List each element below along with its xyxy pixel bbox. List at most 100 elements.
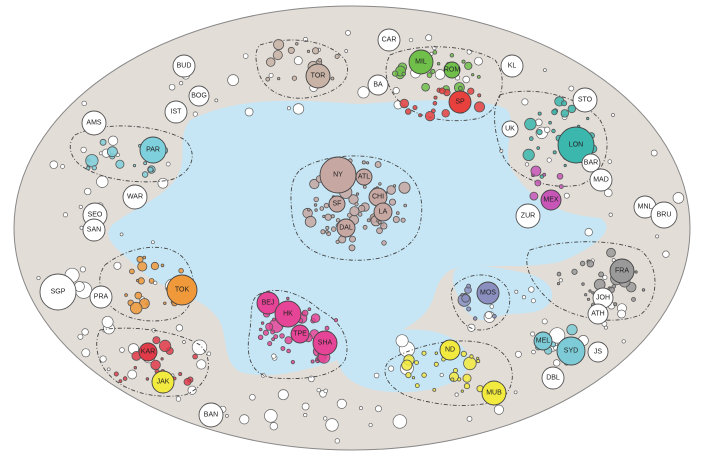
background-dot bbox=[334, 438, 340, 444]
city-circle bbox=[448, 90, 472, 114]
france-blue-bubble bbox=[147, 166, 154, 173]
city-label: WAR bbox=[127, 194, 143, 201]
uk-bubble bbox=[560, 109, 569, 118]
us-bubble bbox=[365, 161, 370, 165]
city-label: SYD bbox=[564, 348, 578, 355]
india-bubble bbox=[460, 350, 467, 357]
city-label: FRA bbox=[615, 268, 629, 275]
us-bubble bbox=[362, 184, 367, 189]
city-label: PRA bbox=[94, 294, 109, 301]
us-bubble bbox=[362, 224, 368, 230]
background-dot bbox=[249, 394, 256, 401]
india-bubble bbox=[432, 387, 437, 392]
background-dot bbox=[521, 98, 529, 106]
us-bubble bbox=[325, 230, 329, 234]
city-node-ban: BAN bbox=[198, 402, 224, 428]
india-bubble bbox=[457, 377, 462, 382]
france-blue-bubble bbox=[86, 166, 91, 171]
city-circle bbox=[501, 120, 519, 138]
city-node-dal: DAL bbox=[336, 218, 356, 238]
city-label: PAR bbox=[146, 147, 160, 154]
background-dot bbox=[113, 261, 122, 270]
europe-bubble bbox=[579, 260, 586, 267]
europe-bubble bbox=[556, 281, 561, 286]
sea-bubble bbox=[178, 371, 183, 376]
background-dot bbox=[165, 161, 171, 167]
uk-bubble bbox=[522, 148, 535, 161]
russia-bubble bbox=[461, 293, 470, 303]
city-label: SHA bbox=[318, 340, 333, 347]
background-dot bbox=[392, 414, 407, 429]
city-node-tpe: TPE bbox=[290, 324, 310, 344]
city-circle bbox=[166, 274, 198, 306]
italy-bubble bbox=[464, 61, 473, 71]
europe-bubble bbox=[588, 289, 592, 293]
us-bubble bbox=[381, 240, 387, 246]
city-label: LA bbox=[379, 209, 388, 216]
japan-bubble bbox=[163, 301, 167, 305]
canada-bubble bbox=[277, 77, 281, 81]
france-blue-bubble bbox=[115, 159, 125, 169]
us-bubble bbox=[319, 206, 325, 211]
background-dot bbox=[60, 164, 65, 169]
city-circle bbox=[373, 202, 393, 222]
us-bubble bbox=[392, 215, 400, 223]
city-node-car: CAR bbox=[377, 28, 401, 52]
sea-bubble bbox=[122, 376, 128, 381]
us-bubble bbox=[361, 160, 366, 165]
city-circle bbox=[515, 203, 541, 229]
uk-bubble bbox=[551, 109, 558, 116]
background-dot bbox=[271, 353, 277, 359]
city-label: MOS bbox=[480, 290, 496, 297]
canada-bubble bbox=[272, 50, 283, 61]
city-node-la: LA bbox=[373, 202, 393, 222]
background-dot bbox=[268, 72, 274, 78]
background-dot bbox=[192, 111, 198, 117]
city-label: TOR bbox=[311, 73, 326, 80]
city-circle bbox=[443, 61, 461, 79]
background-dot bbox=[292, 103, 305, 115]
city-circle bbox=[572, 87, 598, 113]
mexico-bubble bbox=[556, 173, 564, 180]
city-circle bbox=[82, 218, 106, 242]
background-dot bbox=[543, 68, 547, 72]
city-node-dbl: DBL bbox=[541, 366, 565, 390]
background-dot bbox=[36, 275, 41, 281]
city-label: BEJ bbox=[262, 300, 275, 307]
city-circle bbox=[541, 366, 565, 390]
city-label: TPE bbox=[293, 331, 307, 338]
italy-boundary bbox=[385, 46, 503, 122]
background-dot bbox=[214, 98, 219, 103]
background-dot bbox=[119, 232, 124, 237]
central-lake bbox=[108, 100, 607, 376]
background-dot bbox=[357, 86, 370, 99]
sea-bubble bbox=[152, 336, 161, 345]
japan-boundary bbox=[99, 246, 195, 322]
city-circle bbox=[587, 341, 609, 363]
background-dot bbox=[325, 418, 339, 432]
background-dot bbox=[293, 56, 303, 66]
us-bubble bbox=[324, 213, 332, 221]
europe-bubble bbox=[571, 268, 578, 275]
city-node-jak: JAK bbox=[151, 370, 175, 394]
city-node-mad: MAD bbox=[589, 168, 613, 192]
city-circle bbox=[533, 331, 553, 351]
background-dot bbox=[323, 388, 328, 394]
france-blue-bubble bbox=[85, 154, 99, 168]
background-dot bbox=[286, 106, 291, 111]
city-circle bbox=[609, 258, 635, 284]
latin-bubble bbox=[438, 87, 446, 95]
east-asia-bubble bbox=[333, 318, 339, 323]
background-dot bbox=[80, 146, 87, 154]
city-node-mos: MOS bbox=[476, 281, 500, 305]
us-bubble bbox=[313, 203, 318, 207]
europe-bubble bbox=[581, 282, 585, 286]
background-dot bbox=[466, 416, 473, 422]
city-node-sto: STO bbox=[572, 87, 598, 113]
city-node-mil: MIL bbox=[408, 49, 434, 75]
background-dot bbox=[264, 409, 278, 423]
us-bubble bbox=[349, 235, 356, 243]
east-asia-bubble bbox=[262, 329, 269, 336]
city-label: SGP bbox=[51, 289, 66, 296]
italy-bubble bbox=[449, 53, 455, 58]
